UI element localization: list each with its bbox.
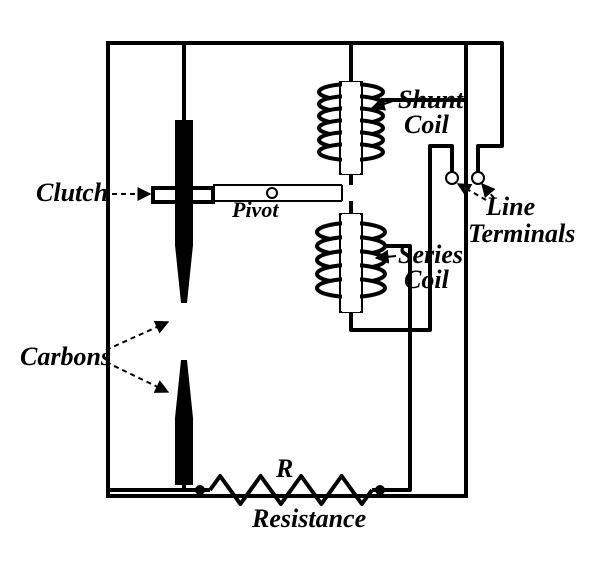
label-shunt2: Coil — [404, 110, 450, 139]
label-r: R — [275, 454, 293, 483]
series-coil — [317, 201, 385, 312]
carbons — [175, 43, 193, 485]
labels: ClutchPivotCarbonsShuntCoilSeriesCoilLin… — [20, 85, 575, 533]
label-resistance: Resistance — [251, 504, 366, 533]
label-line2: Terminals — [468, 219, 575, 248]
label-series2: Coil — [404, 265, 450, 294]
label-carbons: Carbons — [20, 342, 111, 371]
label-clutch: Clutch — [36, 178, 108, 207]
label-line1: Line — [485, 192, 535, 221]
arc-lamp-circuit-diagram: ClutchPivotCarbonsShuntCoilSeriesCoilLin… — [0, 0, 600, 579]
label-pivot: Pivot — [231, 197, 279, 222]
